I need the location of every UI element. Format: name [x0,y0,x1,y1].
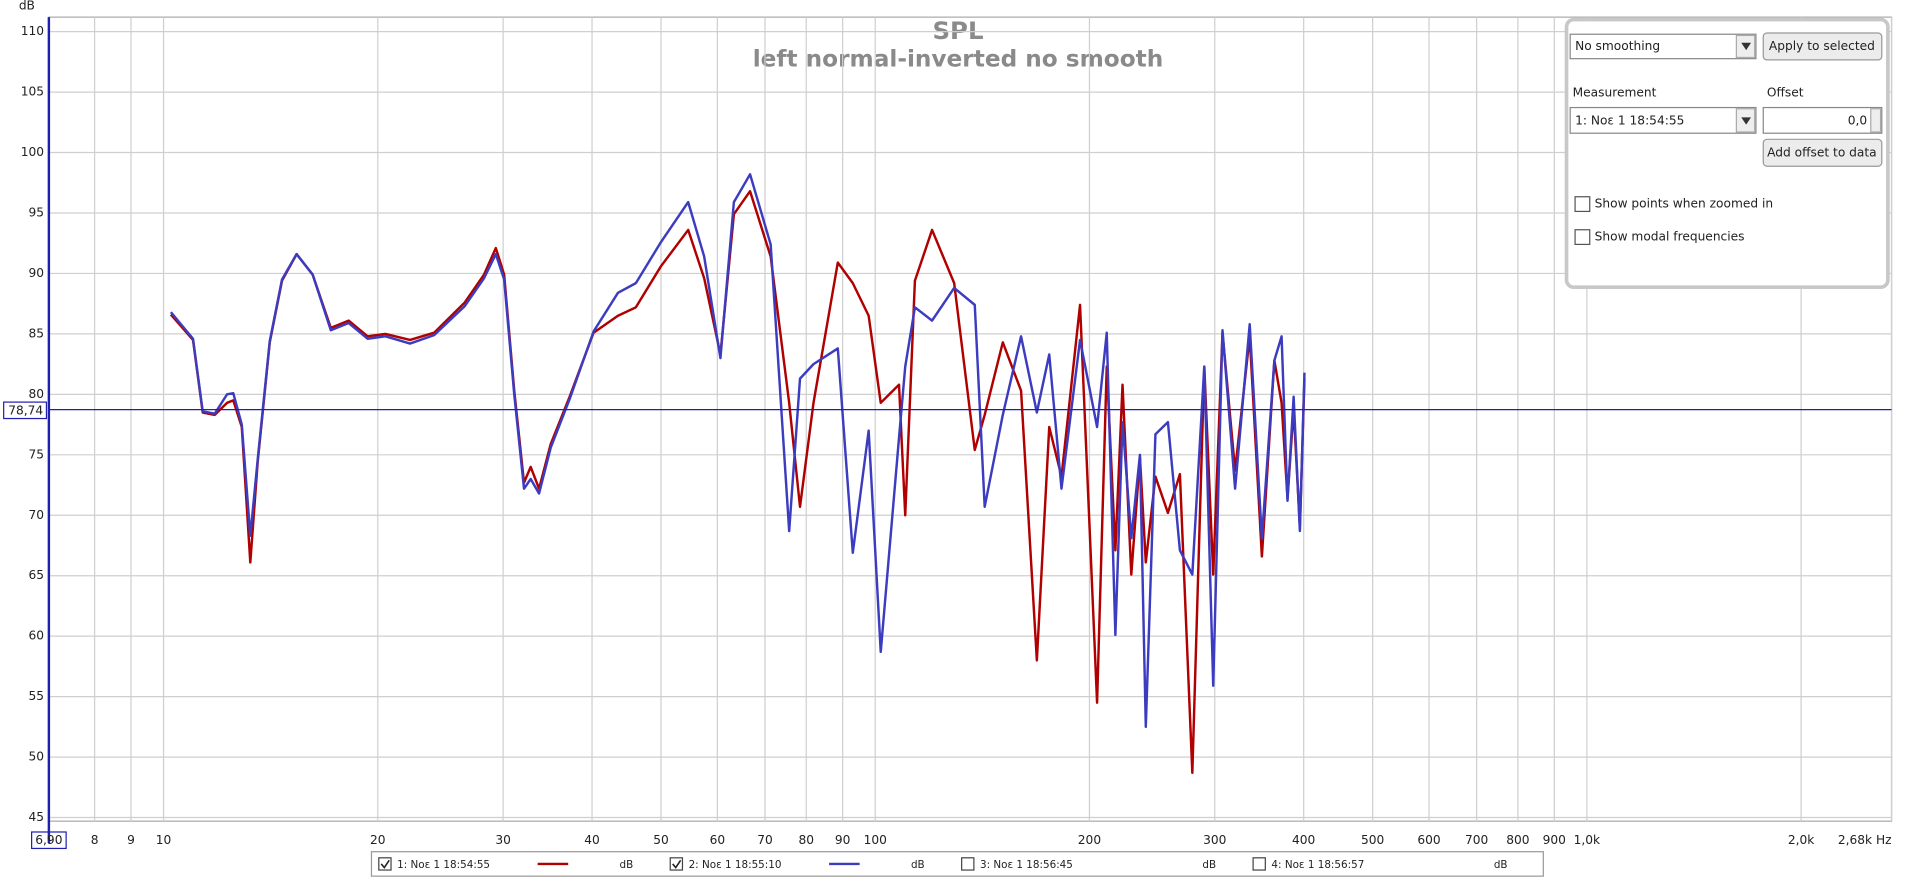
smoothing-select[interactable] [1569,33,1757,60]
legend-entries: 1: Νοε 1 18:54:55 dB 2: Νοε 1 18:55:10 dB 3:… [378,857,1508,871]
x-tick-label: 90 [835,833,851,847]
checkbox[interactable] [1574,196,1591,213]
x-tick-label: 700 [1465,833,1488,847]
measurement-select-text: 1: Νοε 1 18:54:55 [1575,113,1684,127]
series-line [169,173,1306,729]
x-tick-label: 8 [91,833,99,847]
x-tick-label: 9 [127,833,135,847]
grid [48,17,1893,822]
x-tick-label: 40 [584,833,600,847]
arrow-icon [1741,117,1752,125]
x-tick-label: 100 [864,833,887,847]
x-tick-label: 2,0k [1788,833,1815,847]
offset-input-text: 0,0 [1848,113,1867,127]
y-tick-label: 45 [28,810,44,824]
legend-label: 1: Νοε 1 18:54:55 [397,859,490,871]
x-tick-label: 400 [1292,833,1315,847]
chart-subtitle: left normal-inverted no smooth [753,45,1164,72]
y-tick-label: 50 [28,750,44,764]
add-offset-button-text: Add offset to data [1767,145,1877,159]
checkbox-label: Show modal frequencies [1595,230,1745,244]
measurement-label: Measurement [1573,85,1657,99]
y-tick-label: 90 [28,266,44,280]
x-tick-label: 1,0k [1574,833,1601,847]
legend-checkbox[interactable] [961,857,975,871]
apply-button[interactable] [1762,32,1883,61]
y-tick-label: 85 [28,326,44,340]
checkbox[interactable] [1574,229,1591,246]
y-tick-label: 80 [28,387,44,401]
y-tick-label: 70 [28,508,44,522]
x-tick-label: 80 [798,833,814,847]
y-tick-label: 110 [21,24,44,38]
checkbox-label: Show points when zoomed in [1595,197,1773,211]
y-tick-label: 75 [28,447,44,461]
y-axis-label: dB [19,0,35,13]
x-tick-label: 200 [1078,833,1101,847]
y-tick-label: 60 [28,629,44,643]
y-tick-label: 100 [21,145,44,159]
x-tick-label: 20 [370,833,386,847]
curves [169,173,1306,775]
x-cursor-box [31,831,67,850]
x-tick-label: 70 [757,833,773,847]
offset-input[interactable] [1762,106,1883,134]
legend-unit: dB [1202,859,1216,871]
y-tick-label: 55 [28,689,44,703]
legend-label: 4: Νοε 1 18:56:57 [1271,859,1364,871]
x-tick-label: 500 [1361,833,1384,847]
legend-checkbox[interactable] [1252,857,1266,871]
smoothing-select-text: No smoothing [1575,39,1660,53]
spinner[interactable] [1870,108,1882,133]
y-cursor-box [3,401,48,420]
legend-label: 3: Νοε 1 18:56:45 [980,859,1073,871]
y-tick-label: 65 [28,568,44,582]
x-tick-label: 6,90 [35,833,62,847]
chart-title: SPL [932,16,983,45]
offset-label: Offset [1767,85,1804,99]
legend-unit: dB [1494,859,1508,871]
x-tick-label: 900 [1543,833,1566,847]
legend-unit: dB [620,859,634,871]
x-tick-label: 800 [1506,833,1529,847]
x-tick-label: 600 [1417,833,1440,847]
legend-checkbox[interactable] [669,857,684,871]
check-mark [380,859,390,869]
arrow-icon [1741,42,1752,51]
x-tick-label: 300 [1203,833,1226,847]
legend-label: 2: Νοε 1 18:55:10 [689,859,782,871]
y-cursor-label: 78,74 [8,403,43,417]
measurement-select[interactable] [1569,106,1757,134]
control-panel [1564,17,1890,290]
add-offset-button[interactable] [1762,138,1883,167]
check-mark [672,859,682,869]
x-tick-label: 30 [495,833,511,847]
apply-button-text: Apply to selected [1769,39,1875,53]
x-tick-label: 50 [653,833,669,847]
y-tick-label: 95 [28,205,44,219]
x-tick-label: 10 [156,833,172,847]
y-tick-label: 105 [21,85,44,99]
x-tick-label: 2,68k Hz [1838,833,1892,847]
legend-unit: dB [911,859,925,871]
legend-checkbox[interactable] [378,857,392,871]
x-tick-label: 60 [710,833,726,847]
